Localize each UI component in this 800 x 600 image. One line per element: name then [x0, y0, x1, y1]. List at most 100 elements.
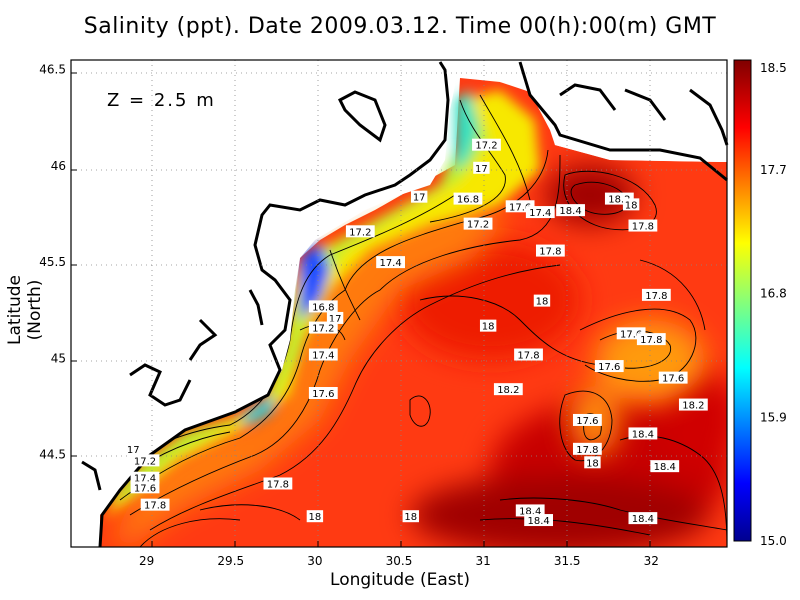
- contour-label-box: [572, 442, 602, 455]
- contour-label-box: [130, 471, 160, 484]
- contour-label: 17.8: [576, 445, 598, 456]
- contour-label: 18: [586, 458, 599, 469]
- contour-label: 17.8: [517, 351, 539, 362]
- contour-label: 17.6: [598, 362, 620, 373]
- contour-label: 17.4: [312, 351, 334, 362]
- contour-label: 17.6: [134, 483, 156, 494]
- x-tick-label: 31.5: [554, 554, 581, 568]
- contour-label-box: [636, 333, 666, 346]
- contour-label: 17.6: [662, 374, 684, 385]
- contour-label: 18.4: [654, 462, 676, 473]
- contour-label-box: [594, 360, 624, 373]
- contour-label-box: [130, 481, 160, 494]
- contour-label: 18: [625, 200, 638, 211]
- contour-label: 18.4: [632, 514, 654, 525]
- contour-label-box: [514, 348, 543, 361]
- contour-label: 18: [536, 297, 549, 308]
- x-tick-label: 31: [475, 554, 490, 568]
- contour-label: 17.6: [576, 416, 598, 427]
- contour-label-box: [556, 204, 585, 217]
- contour-label-box: [125, 442, 142, 455]
- contour-label: 17.2: [349, 227, 371, 238]
- contour-label-box: [515, 504, 545, 517]
- y-tick-labels: 44.5 45 45.5 46 46.5: [39, 63, 66, 462]
- x-tick-label: 32: [644, 554, 659, 568]
- contour-label-box: [628, 512, 658, 525]
- coastline: [81, 61, 729, 548]
- contour-label-box: [479, 319, 497, 332]
- contour-label: 17.8: [144, 501, 166, 512]
- x-axis-label: Longitude (East): [330, 570, 470, 590]
- contour-label: 18: [404, 512, 417, 523]
- colorbar-tick-label: 16.8: [760, 287, 787, 301]
- contour-label: 17: [329, 314, 342, 325]
- land-area: [71, 60, 455, 547]
- contour-label-box: [345, 225, 375, 238]
- contour-label: 18.2: [497, 385, 519, 396]
- contour-label: 16.8: [457, 195, 479, 206]
- x-tick-label: 29.5: [217, 554, 244, 568]
- contour-label-box: [584, 456, 601, 469]
- contour-label: 17.8: [645, 291, 667, 302]
- contour-label-box: [263, 477, 293, 490]
- contour-label-box: [463, 217, 493, 230]
- contour-label: 17: [413, 193, 426, 204]
- contour-label-box: [628, 427, 658, 440]
- contour-label: 18.4: [527, 516, 549, 527]
- contour-label-box: [658, 371, 688, 384]
- contour-label-box: [678, 398, 708, 411]
- colorbar-tick-label: 15.0: [760, 534, 787, 548]
- contour-label-box: [572, 413, 602, 426]
- contour-label: 18: [309, 512, 322, 523]
- x-tick-label: 30.5: [386, 554, 413, 568]
- contour-label-box: [453, 192, 483, 205]
- contour-label-box: [472, 138, 501, 151]
- contour-label-box: [326, 311, 344, 324]
- colorbar-tick-labels: 15.0 15.9 16.8 17.7 18.5: [760, 61, 787, 548]
- contour-label-box: [650, 460, 680, 473]
- contour-label: 18.2: [682, 401, 704, 412]
- contour-label-box: [628, 219, 658, 232]
- contour-label-box: [622, 198, 640, 211]
- contour-label: 17.8: [632, 222, 654, 233]
- contour-label: 17.2: [312, 324, 334, 335]
- colorbar-tick-label: 15.9: [760, 410, 787, 424]
- contour-label-box: [533, 294, 551, 307]
- colorbar: [733, 59, 752, 542]
- y-tick-label: 44.5: [39, 448, 66, 462]
- contour-label: 17.4: [529, 208, 551, 219]
- colorbar-tick-label: 18.5: [760, 61, 787, 75]
- contour-label-box: [402, 510, 419, 523]
- map-title: Salinity (ppt). Date 2009.03.12. Time 00…: [83, 14, 717, 39]
- depth-label: Z = 2.5 m: [107, 90, 216, 111]
- contour-label-box: [376, 256, 405, 269]
- colorbar-tick-label: 17.7: [760, 163, 787, 177]
- contour-label: 18.4: [519, 506, 541, 517]
- y-tick-label: 45.5: [39, 255, 66, 269]
- contour-label-box: [130, 454, 160, 467]
- contour-label: 17.6: [620, 329, 642, 340]
- contour-label-box: [308, 300, 338, 313]
- plot-frame: [70, 59, 728, 548]
- y-axis-label: Latitude (North): [5, 275, 45, 345]
- contour-label: 17.8: [267, 479, 289, 490]
- land-north-east: [500, 60, 727, 162]
- contour-label-box: [410, 190, 428, 203]
- y-tick-label: 46: [51, 159, 66, 173]
- contour-label: 17.2: [134, 456, 156, 467]
- contour-label: 17.2: [475, 141, 497, 152]
- contour-label: 17.4: [134, 474, 156, 485]
- contour-label-box: [308, 387, 338, 400]
- contour-label: 18: [482, 322, 495, 333]
- contour-label: 17.8: [640, 335, 662, 346]
- contour-label: 17: [127, 445, 140, 456]
- contour-label-box: [524, 514, 554, 527]
- x-tick-label: 29: [139, 554, 154, 568]
- contour-label: 18.4: [559, 206, 581, 217]
- axis-ticks: [71, 72, 651, 547]
- contour-label: 17.4: [379, 258, 401, 269]
- contour-label-box: [641, 288, 671, 301]
- contour-label: 18.4: [632, 429, 654, 440]
